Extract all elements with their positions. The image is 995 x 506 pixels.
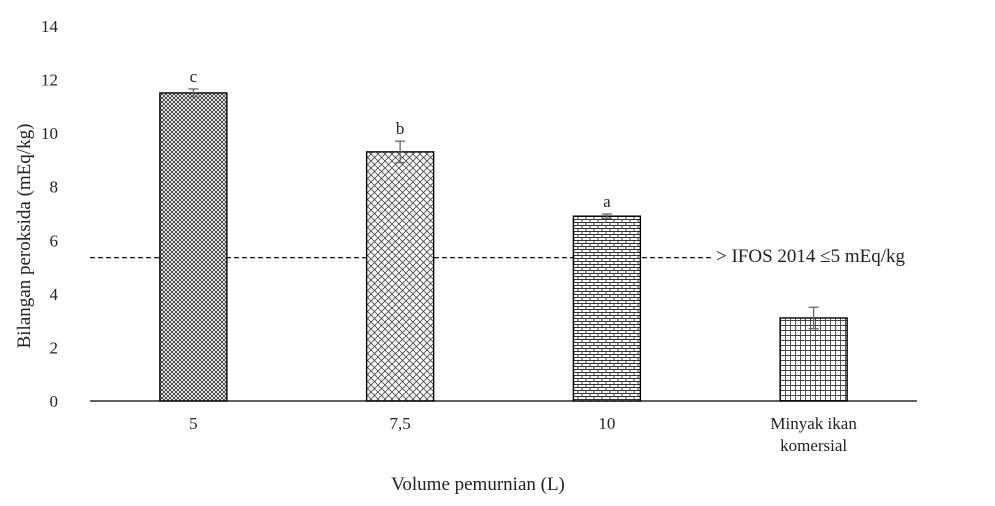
x-tick-label: 10	[598, 414, 615, 433]
reference-line-label: > IFOS 2014 ≤5 mEq/kg	[716, 246, 905, 267]
significance-label: c	[190, 67, 198, 86]
y-tick-label: 12	[41, 71, 58, 90]
y-tick-label: 14	[41, 17, 59, 36]
y-axis-title: Bilangan peroksida (mEq/kg)	[14, 124, 35, 349]
significance-label: a	[603, 192, 611, 211]
bar	[572, 215, 642, 402]
x-tick-label: 7,5	[390, 414, 411, 433]
x-tick-label: komersial	[780, 436, 847, 455]
y-tick-label: 4	[50, 285, 59, 304]
bar	[365, 151, 435, 402]
bar	[159, 92, 228, 402]
x-tick-label: Minyak ikan	[770, 414, 857, 433]
x-tick-label: 5	[189, 414, 198, 433]
y-tick-label: 8	[50, 178, 59, 197]
x-axis-title: Volume pemurnian (L)	[391, 474, 565, 495]
y-tick-label: 10	[41, 124, 58, 143]
significance-label: b	[396, 119, 405, 138]
y-tick-label: 0	[50, 392, 59, 411]
y-tick-label: 6	[50, 231, 59, 250]
bar	[779, 317, 848, 402]
y-tick-label: 2	[50, 338, 59, 357]
